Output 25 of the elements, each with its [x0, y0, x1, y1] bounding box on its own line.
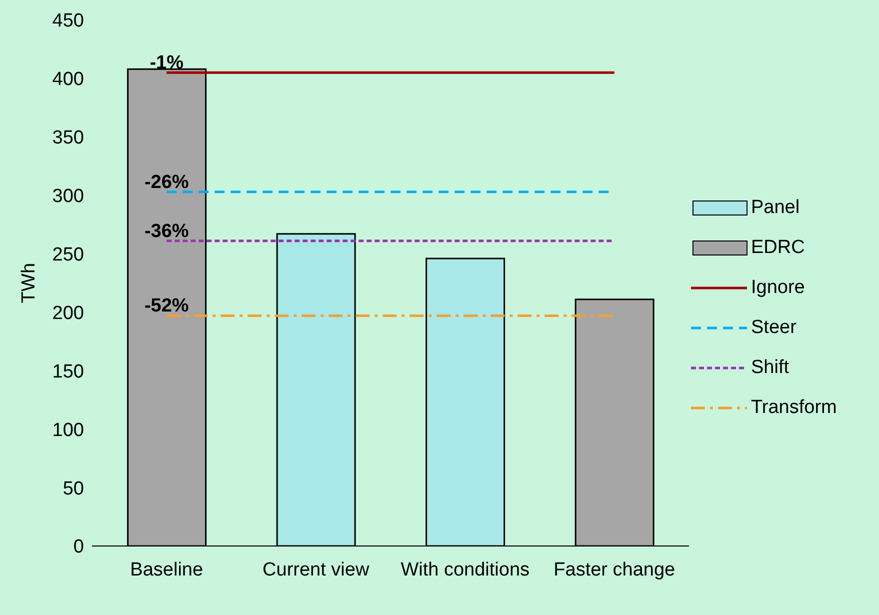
y-tick-label: 50: [62, 478, 84, 500]
legend-label: Ignore: [751, 276, 805, 298]
x-tick-label: Baseline: [130, 559, 204, 580]
y-tick-label: 150: [52, 361, 84, 382]
y-tick-label: 200: [52, 302, 84, 324]
x-tick-label: Current view: [262, 559, 370, 580]
y-tick-label: 300: [52, 186, 84, 208]
annotation: -52%: [144, 296, 189, 317]
annotation: -36%: [144, 220, 189, 242]
annotation: -1%: [150, 52, 184, 74]
y-tick-label: 0: [73, 536, 84, 558]
y-tick-label: 400: [52, 69, 84, 90]
legend-label: EDRC: [751, 236, 805, 258]
legend-label: Transform: [751, 396, 837, 418]
y-tick-label: 250: [52, 244, 84, 266]
y-tick-label: 100: [52, 420, 84, 441]
legend-label: Panel: [751, 196, 800, 218]
legend-label: Shift: [751, 356, 790, 378]
legend-label: Steer: [751, 316, 796, 338]
annotation: -26%: [144, 172, 189, 193]
x-tick-label: Faster change: [554, 559, 676, 580]
y-tick-label: 450: [52, 10, 84, 32]
x-tick-label: With conditions: [400, 559, 530, 580]
y-tick-label: 350: [52, 128, 84, 149]
y-axis-title: TWh: [18, 262, 40, 304]
